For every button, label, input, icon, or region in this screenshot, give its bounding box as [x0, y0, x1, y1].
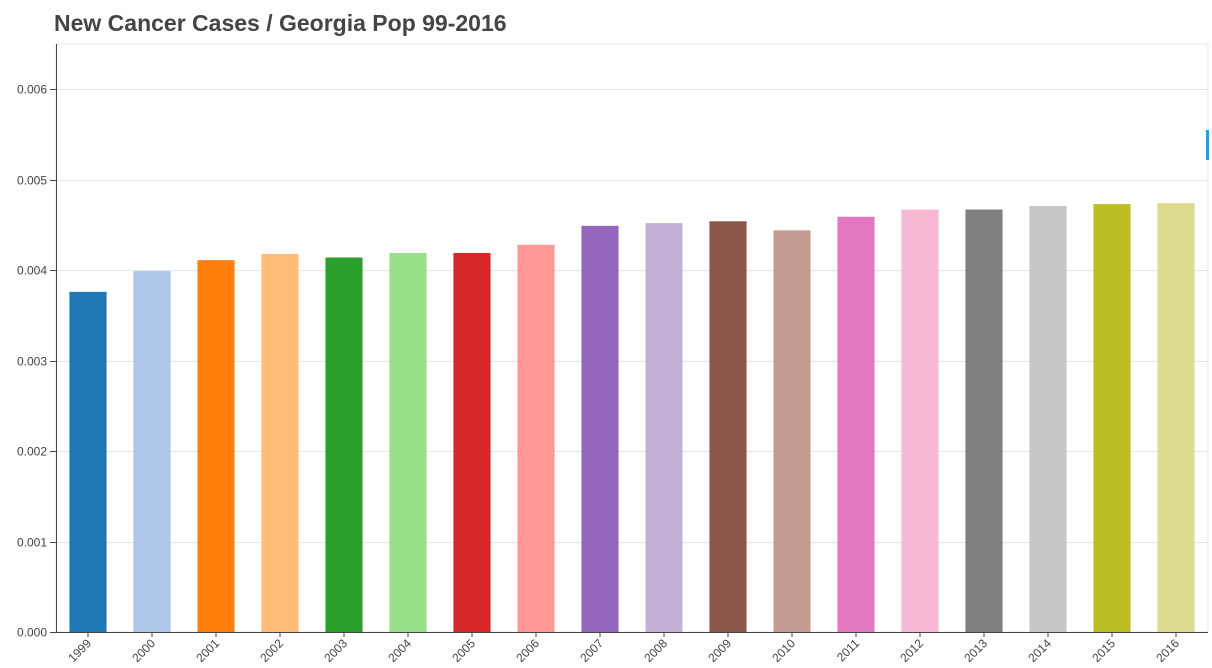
- x-tick-label: 2015: [1089, 636, 1118, 665]
- plot-decoration: [1206, 130, 1209, 160]
- y-tick-label: 0.000: [17, 626, 47, 640]
- x-tick-label: 2011: [834, 636, 862, 664]
- bar-2001: [197, 260, 235, 632]
- chart-title: New Cancer Cases / Georgia Pop 99-2016: [54, 10, 507, 36]
- bar-2002: [261, 253, 299, 632]
- x-tick-label: 2003: [321, 636, 350, 665]
- x-tick-label: 2013: [961, 636, 990, 665]
- x-tick-label: 2014: [1025, 636, 1054, 665]
- x-tick-label: 2010: [769, 636, 798, 665]
- x-tick-label: 2012: [897, 636, 926, 665]
- x-tick-label: 2016: [1153, 636, 1182, 665]
- x-tick-label: 2006: [513, 636, 542, 665]
- y-tick-label: 0.006: [17, 83, 47, 97]
- y-axis-ticks: 0.000 0.001 0.002 0.003 0.004 0.005 0.006: [17, 83, 56, 640]
- x-tick-label: 2000: [129, 636, 158, 665]
- x-tick-label: 2007: [577, 636, 606, 665]
- bar-2009: [709, 221, 747, 632]
- scroll-indicator: [1206, 130, 1209, 160]
- bar-2012: [901, 209, 939, 632]
- bar-2005: [453, 252, 491, 632]
- y-tick-label: 0.004: [17, 264, 47, 278]
- bar-2013: [965, 209, 1003, 632]
- x-axis-ticks: 1999 2000 2001 2002 2003 2004 2005 2006 2007 2008…: [65, 632, 1182, 665]
- bar-2007: [581, 225, 619, 632]
- x-tick-label: 2002: [257, 636, 286, 665]
- bar-2000: [133, 271, 171, 632]
- bar-2003: [325, 257, 363, 632]
- x-tick-label: 2004: [385, 636, 414, 665]
- bar-2006: [517, 244, 555, 632]
- bar-1999: [69, 291, 107, 632]
- x-tick-label: 1999: [65, 636, 94, 665]
- bars: [69, 203, 1195, 633]
- bar-2011: [837, 216, 875, 632]
- x-tick-label: 2009: [705, 636, 734, 665]
- bar-2010: [773, 230, 811, 632]
- bar-2008: [645, 223, 683, 633]
- y-tick-label: 0.001: [17, 536, 47, 550]
- bar-2015: [1093, 204, 1131, 632]
- x-tick-label: 2005: [449, 636, 478, 665]
- axes: [56, 44, 1208, 633]
- y-tick-label: 0.003: [17, 355, 47, 369]
- bar-2004: [389, 252, 427, 632]
- x-tick-label: 2008: [641, 636, 670, 665]
- y-tick-label: 0.005: [17, 174, 47, 188]
- bar-2014: [1029, 205, 1067, 632]
- bar-2016: [1157, 203, 1195, 632]
- y-tick-label: 0.002: [17, 445, 47, 459]
- x-tick-label: 2001: [193, 636, 222, 665]
